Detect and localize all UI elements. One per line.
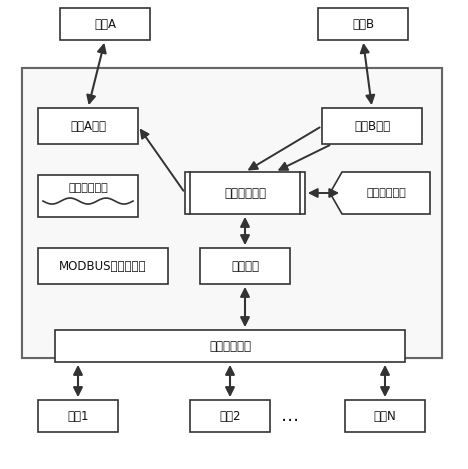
Bar — [200, 248, 290, 284]
Text: 从站A模块: 从站A模块 — [70, 120, 106, 133]
Bar — [38, 248, 168, 284]
Text: 主站模块: 主站模块 — [231, 259, 259, 272]
Text: …: … — [281, 407, 299, 425]
Text: 从站B模块: 从站B模块 — [354, 120, 390, 133]
Text: 主站B: 主站B — [352, 17, 374, 30]
Bar — [190, 400, 270, 432]
Bar — [185, 172, 305, 214]
Polygon shape — [330, 172, 430, 214]
Bar — [322, 108, 422, 144]
Bar — [60, 8, 150, 40]
Text: 仪表N: 仪表N — [373, 409, 396, 423]
Bar — [38, 400, 118, 432]
Text: 配置文件模块: 配置文件模块 — [68, 183, 108, 193]
Bar — [55, 330, 405, 362]
Bar — [22, 68, 442, 358]
Text: 采集管理模块: 采集管理模块 — [224, 187, 266, 199]
Text: 仪表1: 仪表1 — [67, 409, 89, 423]
Bar — [38, 175, 138, 217]
Bar — [38, 108, 138, 144]
Bar — [345, 400, 425, 432]
Text: 采集数据模块: 采集数据模块 — [366, 188, 406, 198]
Text: 现场仪表总线: 现场仪表总线 — [209, 340, 251, 353]
Bar — [22, 68, 442, 358]
Bar — [318, 8, 408, 40]
Text: 仪表2: 仪表2 — [219, 409, 241, 423]
Bar — [22, 68, 442, 358]
Text: MODBUS协议栈模块: MODBUS协议栈模块 — [59, 259, 147, 272]
Text: 主站A: 主站A — [94, 17, 116, 30]
